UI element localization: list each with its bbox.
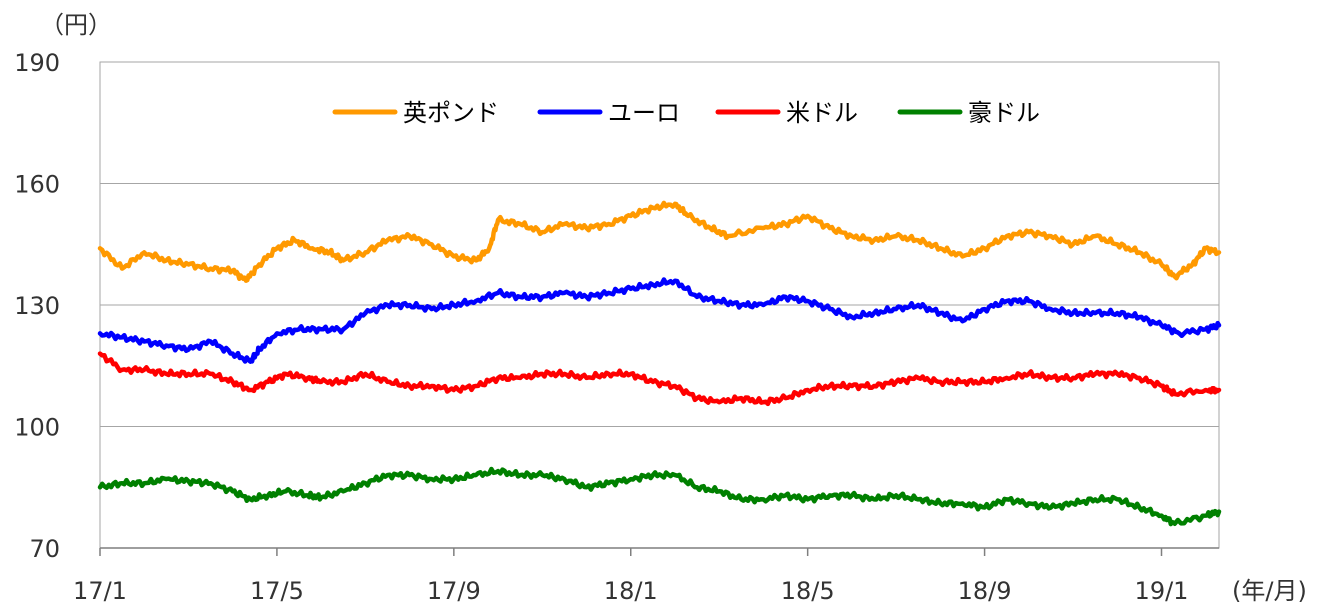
x-axis-tick-labels: 17/1 17/5 17/9 18/1 18/5 18/9 19/1 [73, 577, 1188, 605]
y-tick-label: 70 [29, 535, 60, 563]
y-tick-label: 160 [14, 171, 60, 199]
y-tick-label: 130 [14, 292, 60, 320]
y-axis-tick-labels: 190 160 130 100 70 [14, 49, 60, 563]
x-axis-unit-label: (年/月) [1232, 577, 1307, 605]
series-lines [97, 200, 1222, 527]
legend-label: 米ドル [786, 99, 858, 127]
x-tick-label: 19/1 [1135, 577, 1189, 605]
series-line [97, 277, 1222, 364]
series-line [97, 351, 1222, 407]
series-line [97, 200, 1222, 283]
x-tick-label: 18/1 [604, 577, 658, 605]
x-tick-label: 18/9 [958, 577, 1012, 605]
y-axis-unit-label: （円） [40, 11, 112, 39]
legend-label: ユーロ [608, 99, 680, 127]
x-tick-label: 17/5 [250, 577, 304, 605]
x-tick-label: 18/5 [781, 577, 835, 605]
legend: 英ポンド ユーロ 米ドル 豪ドル [332, 99, 1040, 127]
x-tick-label: 17/1 [73, 577, 127, 605]
x-tick-label: 17/9 [427, 577, 481, 605]
axes [99, 61, 1220, 556]
legend-label: 豪ドル [968, 99, 1040, 127]
y-tick-label: 190 [14, 49, 60, 77]
legend-label: 英ポンド [403, 99, 499, 127]
y-tick-label: 100 [14, 414, 60, 442]
series-line [97, 466, 1222, 527]
